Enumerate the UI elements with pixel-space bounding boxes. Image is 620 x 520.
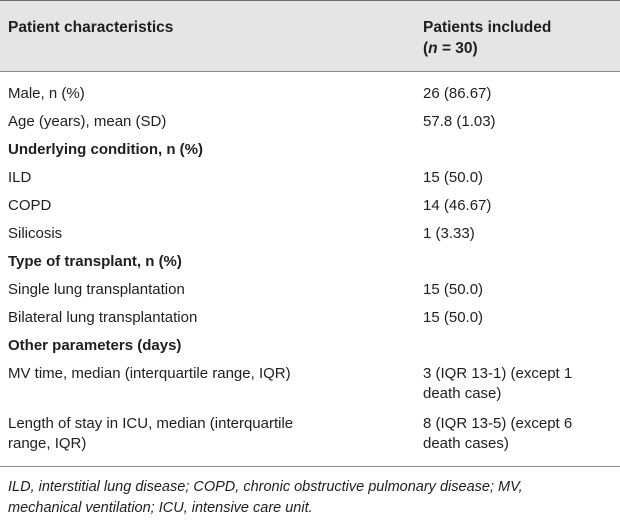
- table-row: Silicosis 1 (3.33): [0, 220, 620, 248]
- table-row: Bilateral lung transplantation 15 (50.0): [0, 304, 620, 332]
- table-row: Length of stay in ICU, median (interquar…: [0, 410, 620, 460]
- table-row: Male, n (%) 26 (86.67): [0, 80, 620, 108]
- table-bottom-rule: [0, 466, 620, 467]
- table-body: Male, n (%) 26 (86.67) Age (years), mean…: [0, 72, 620, 460]
- row-label: Single lung transplantation: [8, 281, 185, 298]
- header-sample-size-open: (: [423, 40, 429, 57]
- table-header: Patient characteristics Patients include…: [0, 0, 620, 72]
- table-row: Single lung transplantation 15 (50.0): [0, 276, 620, 304]
- row-value: 57.8 (1.03): [423, 113, 496, 130]
- header-patients-included: Patients included (n = 30): [415, 17, 620, 71]
- header-patients-included-label: Patients included: [423, 19, 552, 36]
- footnote-line: ILD, interstitial lung disease; COPD, ch…: [8, 479, 523, 495]
- footnote-line: mechanical ventilation; ICU, intensive c…: [8, 500, 313, 516]
- header-sample-size-value: = 30): [437, 40, 478, 57]
- row-value: 8 (IQR 13-5) (except 6 death cases): [415, 414, 620, 454]
- row-value: 15 (50.0): [423, 309, 484, 326]
- section-row: Other parameters (days): [0, 332, 620, 360]
- row-label: Age (years), mean (SD): [8, 113, 167, 130]
- table-row: Age (years), mean (SD) 57.8 (1.03): [0, 108, 620, 136]
- section-heading: Other parameters (days): [8, 337, 182, 354]
- row-label: Silicosis: [8, 225, 63, 242]
- row-value: 26 (86.67): [423, 85, 492, 102]
- row-label-line: Length of stay in ICU, median (interquar…: [8, 415, 294, 432]
- row-value: 15 (50.0): [423, 169, 484, 186]
- row-label: MV time, median (interquartile range, IQ…: [8, 365, 291, 382]
- section-row: Underlying condition, n (%): [0, 136, 620, 164]
- header-sample-size: (n = 30): [423, 38, 620, 59]
- row-label: ILD: [8, 169, 32, 186]
- row-label-line: range, IQR): [8, 435, 87, 452]
- row-value-line: death case): [423, 385, 502, 402]
- row-value: 15 (50.0): [423, 281, 484, 298]
- row-label: Length of stay in ICU, median (interquar…: [0, 414, 415, 454]
- row-value: 14 (46.67): [423, 197, 492, 214]
- row-label: COPD: [8, 197, 52, 214]
- row-label: Bilateral lung transplantation: [8, 309, 198, 326]
- row-value: [415, 252, 620, 272]
- section-row: Type of transplant, n (%): [0, 248, 620, 276]
- section-heading: Underlying condition, n (%): [8, 141, 203, 158]
- row-value: [415, 336, 620, 356]
- header-patient-characteristics: Patient characteristics: [8, 19, 174, 36]
- section-heading: Type of transplant, n (%): [8, 253, 182, 270]
- table-footnote: ILD, interstitial lung disease; COPD, ch…: [0, 467, 620, 519]
- header-sample-size-n: n: [428, 40, 438, 57]
- row-value-line: death cases): [423, 435, 509, 452]
- row-label: Male, n (%): [8, 85, 85, 102]
- table-row: COPD 14 (46.67): [0, 192, 620, 220]
- row-value: 1 (3.33): [423, 225, 475, 242]
- table-row: MV time, median (interquartile range, IQ…: [0, 360, 620, 410]
- table-row: ILD 15 (50.0): [0, 164, 620, 192]
- row-value: 3 (IQR 13-1) (except 1 death case): [415, 364, 620, 404]
- row-value-line: 3 (IQR 13-1) (except 1: [423, 365, 573, 382]
- row-value-line: 8 (IQR 13-5) (except 6: [423, 415, 573, 432]
- row-value: [415, 140, 620, 160]
